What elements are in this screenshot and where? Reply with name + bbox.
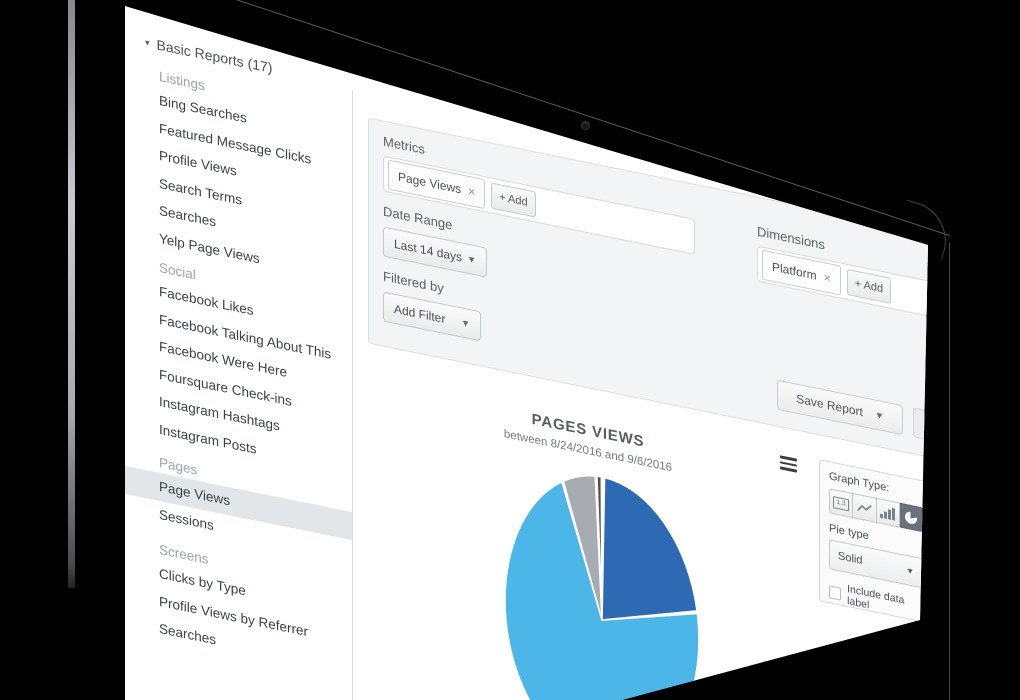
bar-chart-icon: [880, 505, 896, 521]
line-chart-icon: [857, 504, 872, 511]
graph-type-pie-button[interactable]: [899, 502, 923, 533]
metric-tag-label: Page Views: [398, 169, 462, 197]
dimension-tag-platform[interactable]: Platform ×: [762, 249, 841, 296]
add-filter-value: Add Filter: [394, 301, 446, 327]
graph-type-bar-button[interactable]: [876, 497, 900, 528]
graph-type-panel: Graph Type: 1.3: [819, 459, 928, 625]
pie-chart-icon: [904, 510, 918, 524]
include-data-label-text: Include data label: [847, 582, 905, 612]
pie-segment-gray: [562, 474, 603, 621]
webcam-dot: [582, 122, 589, 129]
chevron-down-icon: ▼: [906, 565, 914, 577]
add-dimension-button[interactable]: + Add: [846, 268, 892, 304]
chart-menu-icon[interactable]: [780, 455, 797, 475]
monitor-left-edge: [68, 0, 75, 588]
add-metric-button[interactable]: + Add: [491, 182, 536, 218]
graph-type-number-button[interactable]: 1.3: [829, 488, 854, 519]
date-range-value: Last 14 days: [394, 236, 463, 265]
pie-chart: [503, 454, 701, 700]
remove-icon[interactable]: ×: [468, 183, 476, 200]
chevron-down-icon: ▼: [874, 409, 884, 422]
graph-type-switcher: 1.3: [829, 488, 923, 533]
dimension-tag-label: Platform: [772, 259, 817, 283]
chevron-down-icon: ▼: [467, 253, 476, 266]
sidebar-title: Basic Reports (17): [156, 36, 273, 77]
sidebar-divider: [352, 90, 353, 700]
chevron-down-icon: ▼: [461, 317, 470, 330]
number-icon: 1.3: [833, 495, 850, 511]
pie-type-value: Solid: [838, 550, 863, 568]
graph-type-line-button[interactable]: [853, 493, 877, 523]
remove-icon[interactable]: ×: [823, 270, 831, 286]
pie-segment-dark-red: [596, 475, 603, 621]
save-report-button[interactable]: Save Report ▼: [777, 379, 903, 436]
panel-actions: Save Report ▼ Apply: [777, 379, 928, 452]
sidebar: ▾ Basic Reports (17) Listings Bing Search…: [125, 6, 352, 700]
metrics-section: Metrics Page Views × + Add Date Range La…: [383, 133, 695, 384]
app-ui: ▾ Basic Reports (17) Listings Bing Search…: [125, 6, 928, 700]
chevron-down-icon: ▾: [145, 36, 150, 48]
include-data-label-checkbox[interactable]: [829, 584, 842, 601]
main-content: Metrics Page Views × + Add Date Range La…: [368, 105, 928, 534]
monitor-right-edge: [949, 243, 950, 700]
metric-tag-page-views[interactable]: Page Views ×: [388, 159, 486, 210]
pie-segment-dark-blue: [601, 476, 698, 621]
save-report-label: Save Report: [796, 391, 863, 420]
